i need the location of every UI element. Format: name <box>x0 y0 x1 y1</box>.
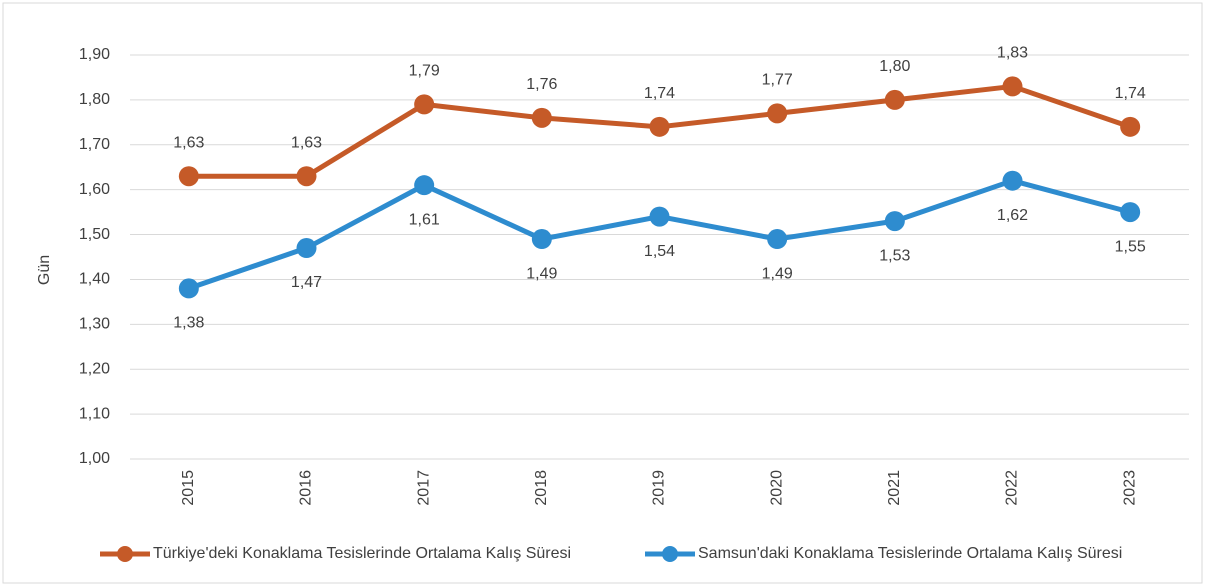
y-tick-label: 1,50 <box>79 226 110 243</box>
x-tick-label: 2019 <box>651 470 668 506</box>
point <box>531 229 552 250</box>
point <box>1002 76 1023 97</box>
x-tick-label: 2021 <box>886 470 903 506</box>
point <box>649 206 670 227</box>
point <box>884 89 905 110</box>
point <box>1002 170 1023 191</box>
x-tick-label: 2020 <box>768 470 785 506</box>
point <box>296 238 317 259</box>
data-label: 1,74 <box>644 85 675 102</box>
y-tick-label: 1,30 <box>79 316 110 333</box>
data-label: 1,49 <box>526 265 557 282</box>
data-label: 1,80 <box>879 58 910 75</box>
point <box>767 103 788 124</box>
data-label: 1,63 <box>291 134 322 151</box>
y-tick-label: 1,70 <box>79 136 110 153</box>
point <box>178 166 199 187</box>
point <box>296 166 317 187</box>
data-label: 1,49 <box>762 265 793 282</box>
data-label: 1,53 <box>879 247 910 264</box>
y-tick-label: 1,20 <box>79 360 110 377</box>
data-label: 1,77 <box>762 72 793 89</box>
data-label: 1,83 <box>997 45 1028 62</box>
x-tick-label: 2022 <box>1004 470 1021 506</box>
point <box>178 278 199 299</box>
legend-label: Samsun'daki Konaklama Tesislerinde Ortal… <box>698 545 1122 562</box>
point <box>1120 116 1141 137</box>
data-label: 1,62 <box>997 207 1028 224</box>
y-tick-label: 1,80 <box>79 91 110 108</box>
point <box>1120 202 1141 223</box>
y-tick-label: 1,90 <box>79 46 110 63</box>
y-tick-label: 1,40 <box>79 271 110 288</box>
data-label: 1,54 <box>644 243 675 260</box>
legend-marker <box>117 546 133 562</box>
data-label: 1,76 <box>526 76 557 93</box>
x-tick-label: 2016 <box>298 470 315 506</box>
y-tick-label: 1,60 <box>79 181 110 198</box>
x-tick-label: 2023 <box>1121 470 1138 506</box>
point <box>884 211 905 232</box>
legend-label: Türkiye'deki Konaklama Tesislerinde Orta… <box>153 545 571 562</box>
data-label: 1,61 <box>409 211 440 228</box>
data-label: 1,38 <box>173 315 204 332</box>
y-tick-label: 1,00 <box>79 450 110 467</box>
x-tick-label: 2015 <box>180 470 197 506</box>
x-tick-label: 2018 <box>533 470 550 506</box>
data-label: 1,55 <box>1115 238 1146 255</box>
data-label: 1,74 <box>1115 85 1146 102</box>
point <box>767 229 788 250</box>
point <box>414 175 435 196</box>
y-tick-label: 1,10 <box>79 405 110 422</box>
data-label: 1,47 <box>291 274 322 291</box>
point <box>531 107 552 128</box>
data-label: 1,79 <box>409 63 440 80</box>
data-label: 1,63 <box>173 134 204 151</box>
x-tick-label: 2017 <box>415 470 432 506</box>
y-axis-label: Gün <box>36 255 53 285</box>
legend-marker <box>662 546 678 562</box>
point <box>414 94 435 115</box>
point <box>649 116 670 137</box>
